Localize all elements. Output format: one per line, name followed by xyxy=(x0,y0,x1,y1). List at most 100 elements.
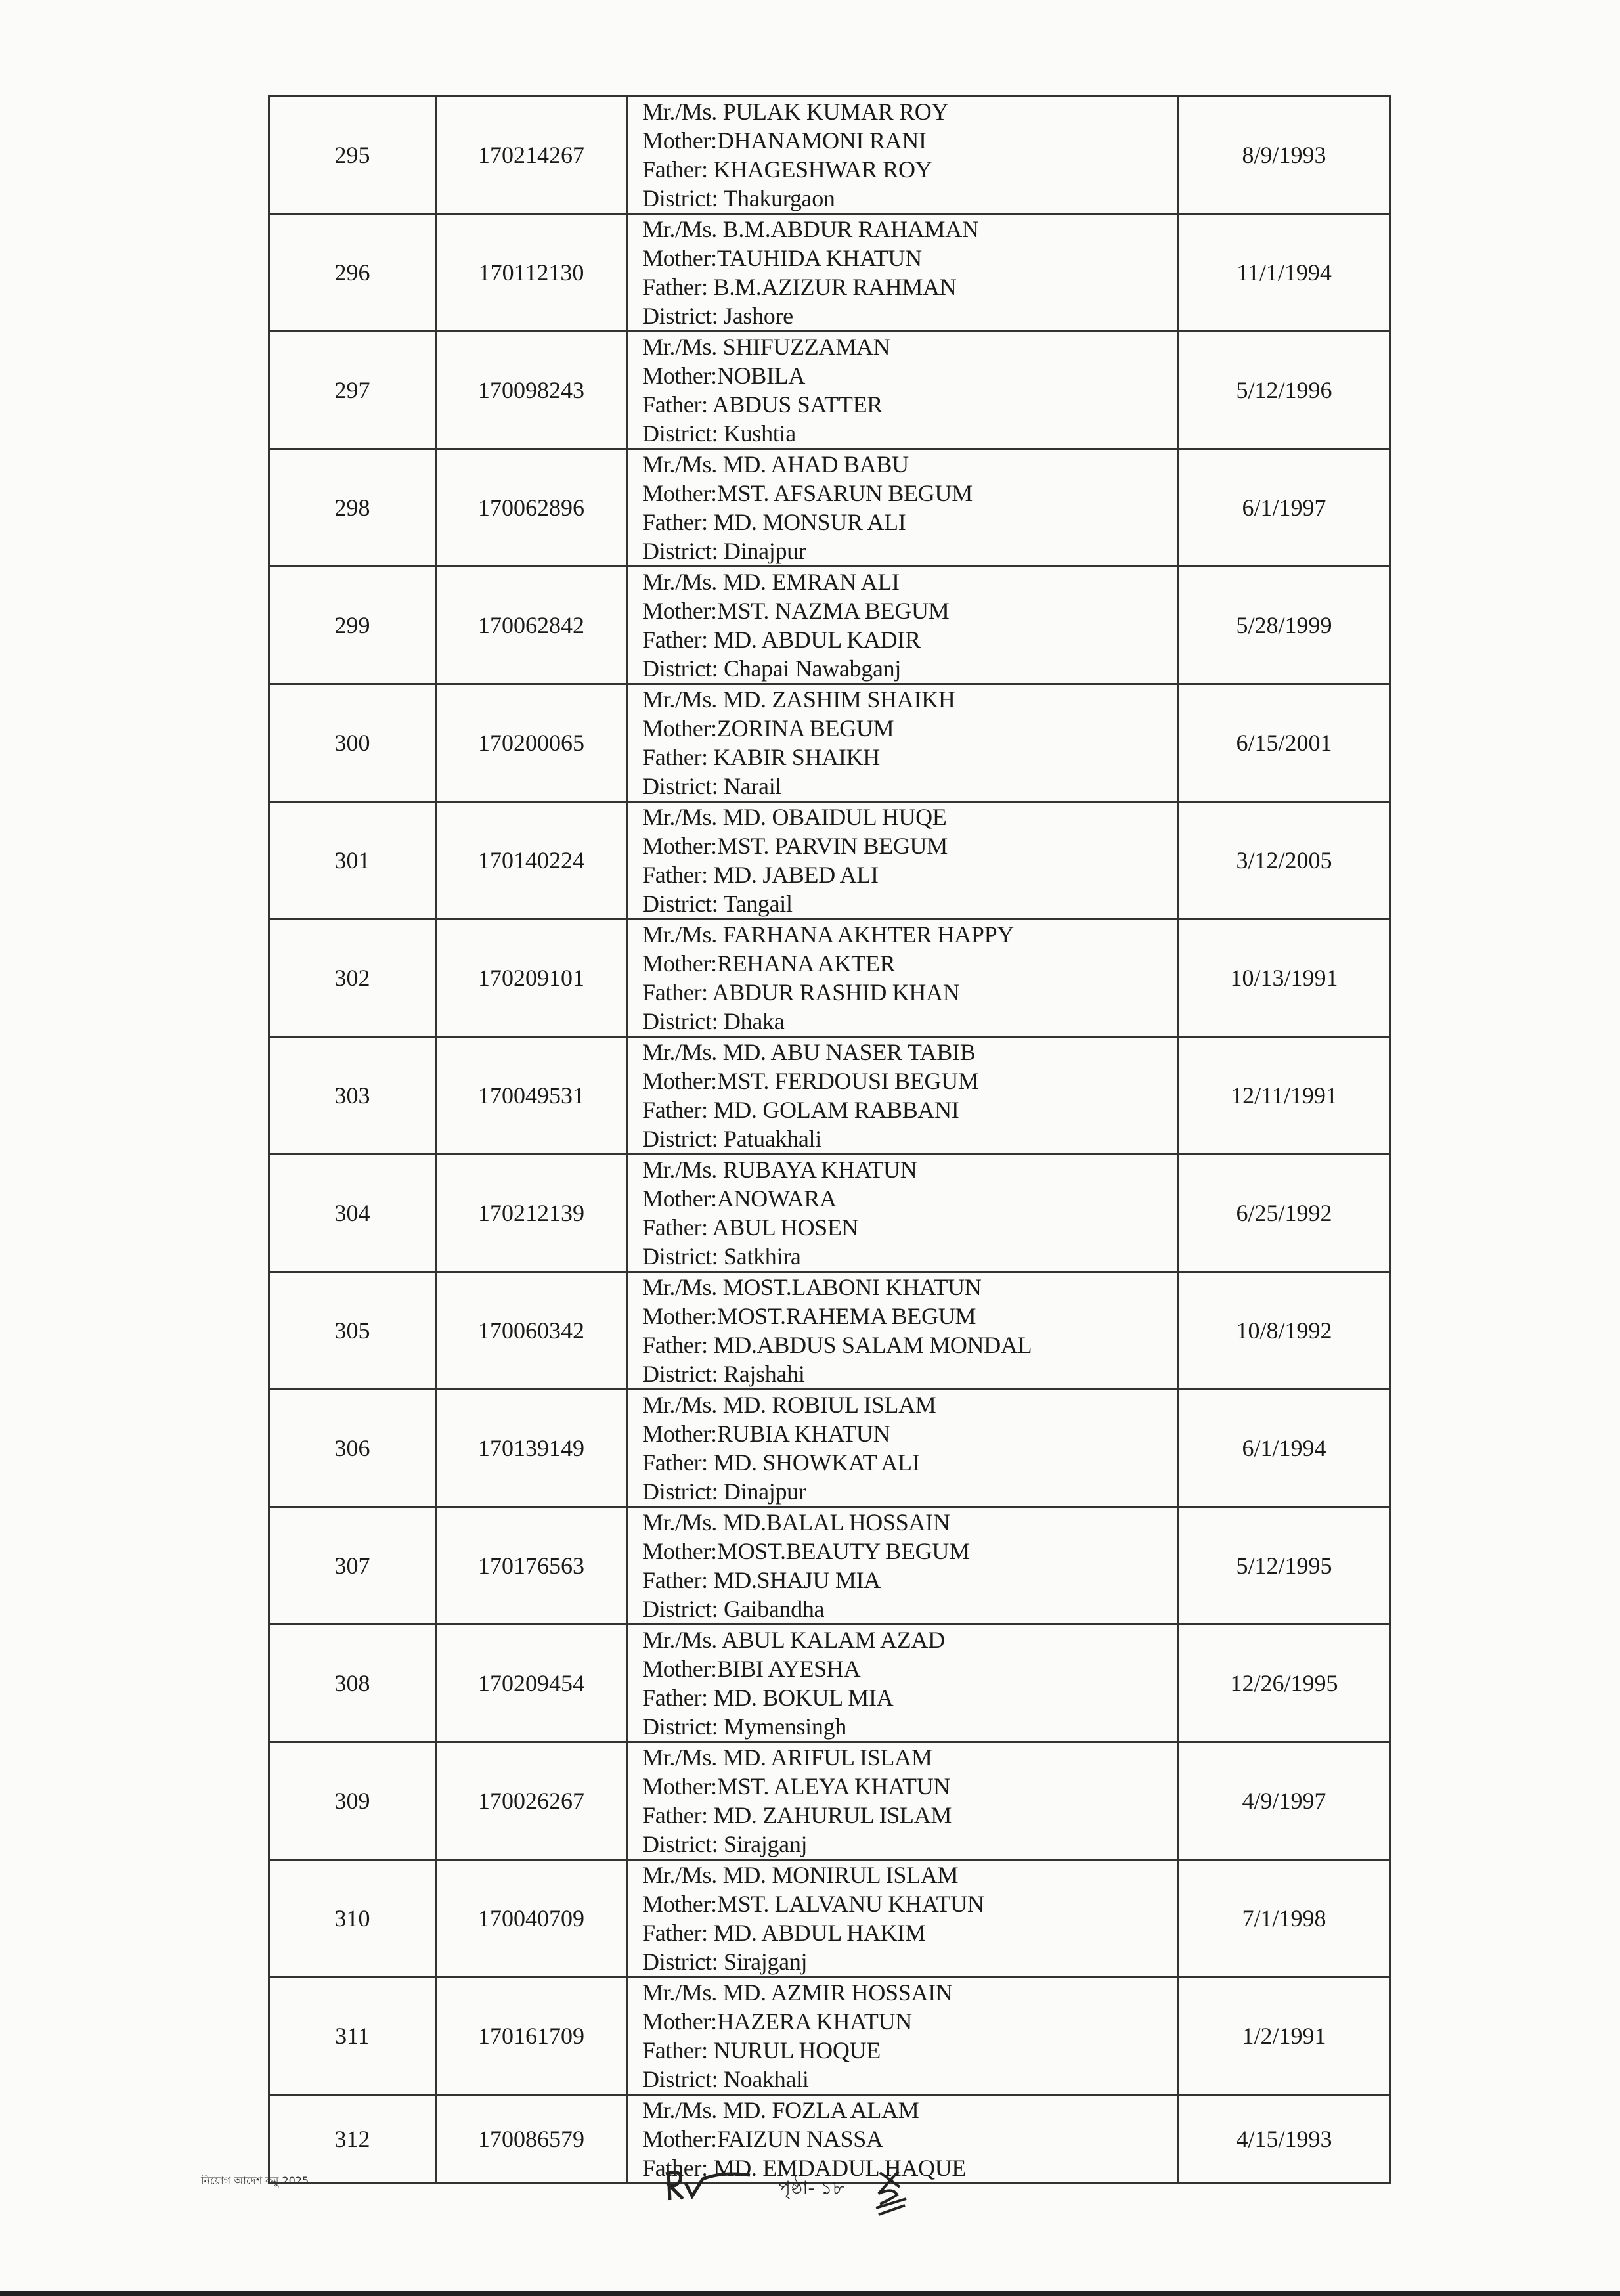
candidate-name: Mr./Ms. RUBAYA KHATUN xyxy=(642,1157,917,1183)
roll-number: 170209454 xyxy=(435,1623,628,1743)
candidate-father: Father: MD. ABDUL HAKIM xyxy=(642,1920,926,1946)
candidate-district: District: Dhaka xyxy=(642,1008,785,1034)
candidate-father: Father: MD. JABED ALI xyxy=(642,862,879,888)
candidate-mother: Mother:RUBIA KHATUN xyxy=(642,1421,890,1447)
page-number: পৃষ্ঠা- ১৮ xyxy=(778,2177,844,2199)
table-row: 304 170212139 Mr./Ms. RUBAYA KHATUN Mother:… xyxy=(268,1153,1391,1273)
candidate-father: Father: ABUL HOSEN xyxy=(642,1214,859,1241)
table-row: 307 170176563 Mr./Ms. MD.BALAL HOSSAIN Moth… xyxy=(268,1506,1391,1625)
candidate-info: Mr./Ms. MD. ZASHIM SHAIKH Mother:ZORINA B… xyxy=(626,683,1179,803)
candidate-district: District: Gaibandha xyxy=(642,1596,825,1622)
table-row: 308 170209454 Mr./Ms. ABUL KALAM AZAD Mothe… xyxy=(268,1623,1391,1743)
date-of-birth: 12/11/1991 xyxy=(1177,1036,1391,1155)
candidate-mother: Mother:NOBILA xyxy=(642,363,806,389)
candidate-info: Mr./Ms. MD. AZMIR HOSSAIN Mother:HAZERA K… xyxy=(626,1976,1179,2096)
candidate-name: Mr./Ms. MOST.LABONI KHATUN xyxy=(642,1274,982,1300)
date-of-birth: 5/12/1995 xyxy=(1177,1506,1391,1625)
candidate-father: Father: ABDUR RASHID KHAN xyxy=(642,979,960,1005)
candidate-info: Mr./Ms. RUBAYA KHATUN Mother:ANOWARA Fathe… xyxy=(626,1153,1179,1273)
roll-number: 170209101 xyxy=(435,918,628,1038)
serial-number: 303 xyxy=(268,1036,437,1155)
roll-number: 170212139 xyxy=(435,1153,628,1273)
candidate-name: Mr./Ms. SHIFUZZAMAN xyxy=(642,334,890,360)
table-row: 303 170049531 Mr./Ms. MD. ABU NASER TABIB M… xyxy=(268,1036,1391,1155)
candidate-info: Mr./Ms. B.M.ABDUR RAHAMAN Mother:TAUHIDA … xyxy=(626,213,1179,332)
candidate-district: District: Sirajganj xyxy=(642,1831,808,1857)
candidate-name: Mr./Ms. MD. FOZLA ALAM xyxy=(642,2097,919,2123)
date-of-birth: 3/12/2005 xyxy=(1177,801,1391,920)
candidate-father: Father: B.M.AZIZUR RAHMAN xyxy=(642,274,957,300)
candidate-mother: Mother:DHANAMONI RANI xyxy=(642,127,927,154)
serial-number: 311 xyxy=(268,1976,437,2096)
table-row: 310 170040709 Mr./Ms. MD. MONIRUL ISLAM Mot… xyxy=(268,1859,1391,1978)
date-of-birth: 11/1/1994 xyxy=(1177,213,1391,332)
table-row: 312 170086579 Mr./Ms. MD. FOZLA ALAM Mother… xyxy=(268,2094,1391,2184)
candidate-father: Father: MD.ABDUS SALAM MONDAL xyxy=(642,1332,1032,1358)
candidate-name: Mr./Ms. MD. ARIFUL ISLAM xyxy=(642,1744,932,1771)
roll-number: 170062896 xyxy=(435,448,628,567)
candidate-district: District: Thakurgaon xyxy=(642,185,835,211)
serial-number: 298 xyxy=(268,448,437,567)
roll-number: 170112130 xyxy=(435,213,628,332)
candidate-name: Mr./Ms. MD. ABU NASER TABIB xyxy=(642,1039,976,1065)
candidate-info: Mr./Ms. MOST.LABONI KHATUN Mother:MOST.RA… xyxy=(626,1271,1179,1390)
serial-number: 297 xyxy=(268,330,437,450)
signature xyxy=(875,2170,907,2216)
candidate-father: Father: MD. SHOWKAT ALI xyxy=(642,1449,920,1476)
candidate-name: Mr./Ms. MD. ROBIUL ISLAM xyxy=(642,1392,936,1418)
candidate-father: Father: MD. EMDADUL HAQUE xyxy=(642,2155,967,2181)
candidate-mother: Mother:MST. PARVIN BEGUM xyxy=(642,833,948,859)
candidate-info: Mr./Ms. MD. ROBIUL ISLAM Mother:RUBIA KHA… xyxy=(626,1388,1179,1508)
candidate-district: District: Kushtia xyxy=(642,420,796,447)
candidate-info: Mr./Ms. MD. MONIRUL ISLAM Mother:MST. LAL… xyxy=(626,1859,1179,1978)
candidate-mother: Mother:MOST.BEAUTY BEGUM xyxy=(642,1538,970,1564)
candidate-info: Mr./Ms. MD. FOZLA ALAM Mother:FAIZUN NASS… xyxy=(626,2094,1179,2184)
candidate-father: Father: MD. ABDUL KADIR xyxy=(642,627,921,653)
table-row: 309 170026267 Mr./Ms. MD. ARIFUL ISLAM Moth… xyxy=(268,1741,1391,1861)
serial-number: 308 xyxy=(268,1623,437,1743)
date-of-birth: 5/28/1999 xyxy=(1177,565,1391,685)
candidate-mother: Mother:REHANA AKTER xyxy=(642,950,896,977)
date-of-birth: 10/13/1991 xyxy=(1177,918,1391,1038)
roll-number: 170139149 xyxy=(435,1388,628,1508)
roll-number: 170098243 xyxy=(435,330,628,450)
date-of-birth: 7/1/1998 xyxy=(1177,1859,1391,1978)
candidate-mother: Mother:MST. LALVANU KHATUN xyxy=(642,1891,984,1917)
scan-edge xyxy=(0,2291,1620,2296)
serial-number: 302 xyxy=(268,918,437,1038)
serial-number: 310 xyxy=(268,1859,437,1978)
candidate-name: Mr./Ms. B.M.ABDUR RAHAMAN xyxy=(642,216,979,242)
candidate-mother: Mother:MST. FERDOUSI BEGUM xyxy=(642,1068,979,1094)
candidate-father: Father: NURUL HOQUE xyxy=(642,2037,881,2064)
candidate-name: Mr./Ms. MD.BALAL HOSSAIN xyxy=(642,1509,950,1535)
serial-number: 306 xyxy=(268,1388,437,1508)
candidate-father: Father: MD.SHAJU MIA xyxy=(642,1567,881,1593)
candidate-name: Mr./Ms. MD. OBAIDUL HUQE xyxy=(642,804,947,830)
table-row: 311 170161709 Mr./Ms. MD. AZMIR HOSSAIN Mot… xyxy=(268,1976,1391,2096)
date-of-birth: 6/1/1997 xyxy=(1177,448,1391,567)
date-of-birth: 6/1/1994 xyxy=(1177,1388,1391,1508)
candidate-mother: Mother:TAUHIDA KHATUN xyxy=(642,245,922,271)
candidate-district: District: Dinajpur xyxy=(642,538,806,564)
candidate-info: Mr./Ms. MD. ABU NASER TABIB Mother:MST. F… xyxy=(626,1036,1179,1155)
candidate-mother: Mother:ZORINA BEGUM xyxy=(642,715,894,741)
date-of-birth: 12/26/1995 xyxy=(1177,1623,1391,1743)
roll-number: 170040709 xyxy=(435,1859,628,1978)
candidate-name: Mr./Ms. MD. AZMIR HOSSAIN xyxy=(642,1979,953,2006)
candidate-father: Father: MD. MONSUR ALI xyxy=(642,509,906,535)
date-of-birth: 4/15/1993 xyxy=(1177,2094,1391,2184)
candidate-table: 295 170214267 Mr./Ms. PULAK KUMAR ROY Mothe… xyxy=(268,95,1391,2184)
candidate-name: Mr./Ms. PULAK KUMAR ROY xyxy=(642,99,949,125)
candidate-father: Father: MD. BOKUL MIA xyxy=(642,1685,894,1711)
table-row: 299 170062842 Mr./Ms. MD. EMRAN ALI Mother:… xyxy=(268,565,1391,685)
candidate-district: District: Rajshahi xyxy=(642,1361,805,1387)
table-row: 306 170139149 Mr./Ms. MD. ROBIUL ISLAM Moth… xyxy=(268,1388,1391,1508)
date-of-birth: 6/25/1992 xyxy=(1177,1153,1391,1273)
table-row: 296 170112130 Mr./Ms. B.M.ABDUR RAHAMAN Mot… xyxy=(268,213,1391,332)
roll-number: 170060342 xyxy=(435,1271,628,1390)
candidate-district: District: Satkhira xyxy=(642,1243,801,1269)
candidate-info: Mr./Ms. MD. ARIFUL ISLAM Mother:MST. ALEY… xyxy=(626,1741,1179,1861)
candidate-district: District: Patuakhali xyxy=(642,1126,821,1152)
date-of-birth: 8/9/1993 xyxy=(1177,95,1391,215)
table-row: 297 170098243 Mr./Ms. SHIFUZZAMAN Mother:NO… xyxy=(268,330,1391,450)
